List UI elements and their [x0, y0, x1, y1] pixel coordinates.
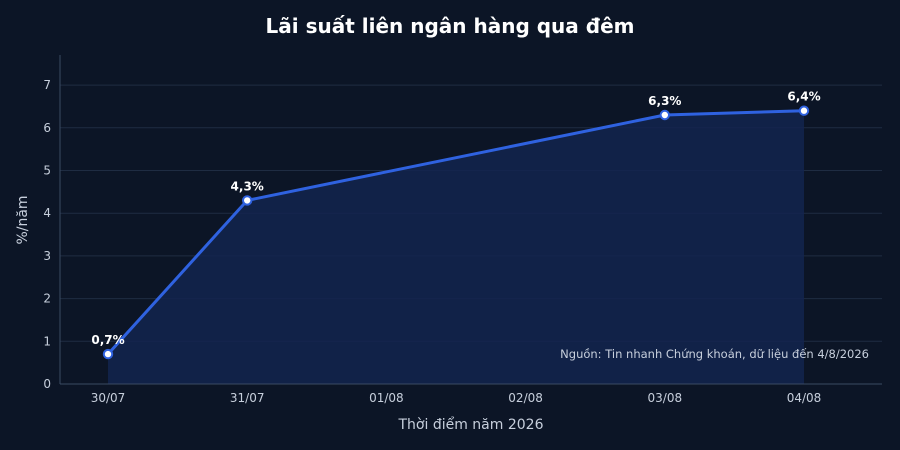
y-tick-label: 4: [43, 206, 51, 220]
data-points: [102, 105, 810, 360]
y-tick-label: 0: [43, 377, 51, 391]
x-tick-label: 04/08: [787, 391, 822, 405]
y-tick-label: 1: [43, 334, 51, 348]
chart-title: Lãi suất liên ngân hàng qua đêm: [265, 14, 635, 38]
source-note: Nguồn: Tin nhanh Chứng khoán, dữ liệu đế…: [560, 347, 869, 361]
data-label: 0,7%: [91, 333, 124, 347]
y-tick-label: 7: [43, 78, 51, 92]
area-fill: [108, 110, 804, 384]
y-tick-label: 3: [43, 249, 51, 263]
x-tick-label: 03/08: [648, 391, 683, 405]
series-line: [106, 109, 805, 356]
x-tick-label: 30/07: [91, 391, 126, 405]
y-axis-title: %/năm: [15, 195, 31, 244]
data-point: [242, 195, 253, 206]
data-label: 6,3%: [648, 94, 681, 108]
x-tick-label: 01/08: [369, 391, 404, 405]
data-label: 4,3%: [231, 179, 264, 193]
y-tick-label: 5: [43, 164, 51, 178]
data-point: [102, 348, 114, 360]
data-point: [798, 105, 810, 116]
data-labels: 0,7% 4,3% 6,3% 6,4%: [91, 90, 820, 347]
y-tick-label: 6: [43, 121, 51, 135]
x-axis-title: Thời điểm năm 2026: [398, 416, 544, 433]
data-label: 6,4%: [787, 90, 820, 104]
tick-labels: 0 1 2 3 4 5 6 7 30/07 31/07 01/08 02/08 03/08 04/08: [43, 78, 821, 405]
x-tick-label: 02/08: [508, 391, 543, 405]
y-tick-label: 2: [43, 292, 51, 306]
x-tick-label: 31/07: [230, 391, 265, 405]
axes: [59, 55, 882, 385]
data-point: [659, 109, 670, 121]
